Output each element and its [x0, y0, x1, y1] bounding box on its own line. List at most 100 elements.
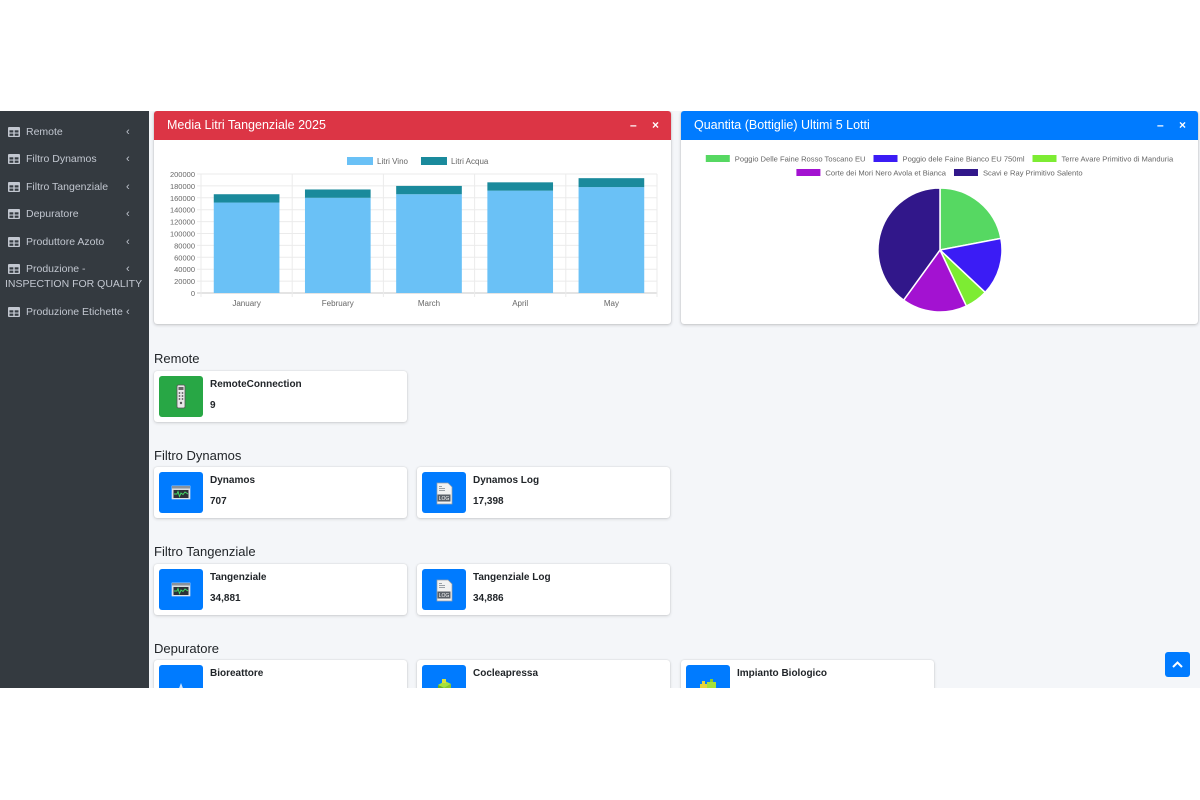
plant-machine-icon: [686, 665, 730, 688]
legend-swatch: [347, 157, 373, 165]
legend-swatch: [420, 157, 447, 165]
bar: [578, 187, 645, 293]
info-box-bioreattore[interactable]: Bioreattore: [154, 660, 407, 688]
info-box-number: 707: [210, 496, 227, 507]
sidebar-item-label: Produzione Etichette: [26, 306, 123, 318]
legend-item: Corte dei Mori Nero Avola et Bianca: [796, 169, 947, 178]
pie-chart-card-header: Quantita (Bottiglie) Ultimi 5 Lotti – ×: [681, 111, 1198, 140]
legend-item: Scavi e Ray Primitivo Salento: [953, 169, 1083, 178]
y-tick-label: 80000: [174, 241, 195, 250]
table-icon: [8, 209, 20, 219]
table-icon: [8, 182, 20, 192]
chevron-left-icon: ‹: [126, 236, 130, 248]
bar: [213, 202, 280, 293]
x-tick-label: January: [232, 299, 260, 308]
bar: [304, 189, 371, 198]
info-box-title: Impianto Biologico: [737, 668, 827, 679]
pie-chart: Poggio Delle Faine Rosso Toscano EU Poggi…: [705, 155, 1174, 313]
legend-label: Litri Acqua: [451, 157, 489, 166]
bar: [396, 194, 462, 293]
legend-swatch: [1032, 155, 1057, 162]
legend-item: Poggio dele Faine Bianco EU 750ml: [873, 155, 1025, 164]
legend-label: Corte dei Mori Nero Avola et Bianca: [825, 169, 946, 178]
pie-chart-card-title: Quantita (Bottiglie) Ultimi 5 Lotti: [694, 118, 870, 132]
minimize-button[interactable]: –: [1157, 118, 1164, 132]
info-box-title: Bioreattore: [210, 668, 264, 679]
section-title-filtro-tangenziale: Filtro Tangenziale: [154, 544, 256, 559]
legend-swatch: [705, 155, 730, 162]
legend-label: Scavi e Ray Primitivo Salento: [983, 169, 1083, 178]
table-icon: [8, 264, 20, 274]
sidebar-item-produzione-inspection[interactable]: Produzione - INSPECTION FOR QUALITY ‹: [0, 262, 149, 292]
pie-slice: [938, 237, 1003, 294]
y-tick-label: 200000: [170, 170, 195, 179]
info-box-dynamos[interactable]: Dynamos 707: [154, 467, 407, 518]
close-button[interactable]: ×: [652, 118, 660, 132]
y-tick-label: 140000: [170, 206, 195, 215]
log-file-icon: LOG: [422, 472, 466, 513]
bar: [213, 194, 280, 203]
legend-swatch: [796, 169, 821, 176]
chevron-left-icon: ‹: [126, 208, 130, 220]
pie-chart-card: Quantita (Bottiglie) Ultimi 5 Lotti – × …: [681, 111, 1198, 324]
info-box-tangenziale[interactable]: Tangenziale 34,881: [154, 564, 407, 615]
back-to-top-button[interactable]: [1165, 652, 1190, 677]
info-box-remote-connection[interactable]: RemoteConnection 9: [154, 371, 407, 422]
monitor-chart-icon: [159, 472, 203, 513]
chevron-left-icon: ‹: [126, 181, 130, 193]
table-icon: [8, 154, 20, 164]
table-icon: [8, 127, 20, 137]
legend-item: Poggio Delle Faine Rosso Toscano EU: [705, 155, 866, 164]
info-box-impianto-biologico[interactable]: Impianto Biologico: [681, 660, 934, 688]
legend-swatch: [873, 155, 898, 162]
legend-item: Terre Avare Primitivo di Manduria: [1032, 155, 1174, 164]
info-box-title: Dynamos Log: [473, 475, 540, 486]
section-title-depuratore: Depuratore: [154, 641, 220, 656]
log-label: LOG: [439, 496, 450, 502]
y-tick-label: 100000: [170, 230, 195, 239]
bar-chart: Litri Vino Litri Acqua 0 20000 40000 60000 800…: [170, 157, 658, 308]
info-box-title: Tangenziale Log: [473, 572, 551, 583]
chevron-left-icon: ‹: [126, 126, 130, 138]
x-tick-label: March: [418, 299, 440, 308]
bar-chart-card: Media Litri Tangenziale 2025 – × Litri V…: [154, 111, 671, 324]
x-tick-label: May: [604, 299, 619, 308]
info-box-dynamos-log[interactable]: LOG Dynamos Log 17,398: [417, 467, 670, 518]
info-box-number: 34,881: [210, 593, 241, 604]
legend-label: Litri Vino: [377, 157, 409, 166]
chevron-left-icon: ‹: [126, 263, 130, 275]
bar: [304, 197, 371, 293]
pie-slice: [877, 187, 941, 302]
info-box-tangenziale-log[interactable]: LOG Tangenziale Log 34,886: [417, 564, 670, 615]
viewport: Remote ‹ Filtro Dynamos ‹ Filtro Tangenz…: [0, 111, 1200, 688]
bar: [487, 182, 554, 191]
close-button[interactable]: ×: [1179, 118, 1187, 132]
sidebar-item-label: Filtro Tangenziale: [26, 181, 109, 193]
y-tick-label: 120000: [170, 218, 195, 227]
log-label: LOG: [439, 593, 450, 599]
y-tick-label: 20000: [174, 277, 195, 286]
sidebar-item-label-line2: INSPECTION FOR QUALITY: [5, 278, 143, 290]
info-box-title: Cocleapressa: [473, 668, 539, 679]
y-tick-label: 40000: [174, 265, 195, 274]
info-box-cocleapressa[interactable]: Cocleapressa: [417, 660, 670, 688]
y-tick-label: 180000: [170, 182, 195, 191]
info-box-title: Tangenziale: [210, 572, 267, 583]
water-drop-icon: [159, 665, 203, 688]
sidebar-item-label: Filtro Dynamos: [26, 153, 97, 165]
bar: [396, 185, 462, 195]
x-tick-label: February: [322, 299, 354, 308]
table-icon: [8, 307, 20, 317]
legend-swatch: [953, 169, 978, 176]
minimize-button[interactable]: –: [630, 118, 637, 132]
bar-chart-card-header: Media Litri Tangenziale 2025 – ×: [154, 111, 671, 140]
remote-control-icon: [159, 376, 203, 417]
y-tick-label: 0: [191, 289, 195, 298]
sidebar-item-label: Remote: [26, 126, 63, 138]
press-machine-icon: [422, 665, 466, 688]
bar: [578, 178, 645, 188]
pie-slice: [902, 248, 968, 313]
chevron-up-icon: [1172, 661, 1183, 668]
sidebar-item-label: Produttore Azoto: [26, 236, 105, 248]
info-box-title: RemoteConnection: [210, 379, 302, 390]
